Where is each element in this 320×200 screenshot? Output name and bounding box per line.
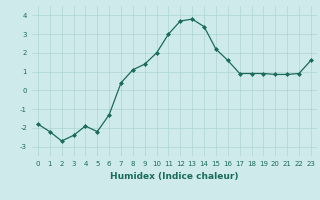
X-axis label: Humidex (Indice chaleur): Humidex (Indice chaleur) (110, 172, 239, 181)
